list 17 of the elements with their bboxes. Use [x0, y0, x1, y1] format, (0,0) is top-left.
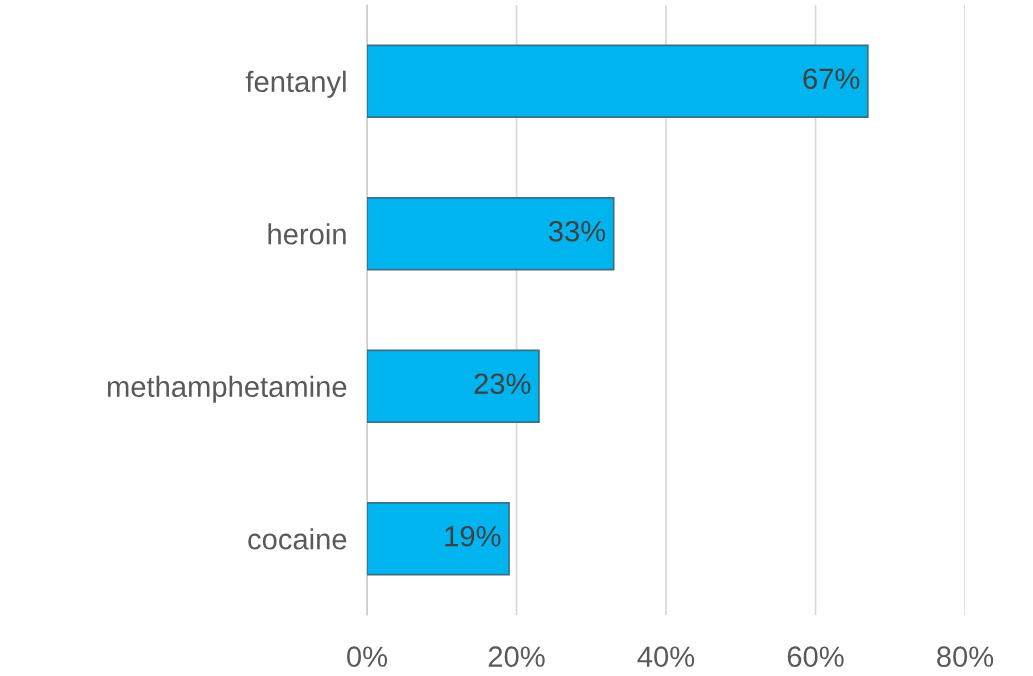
data-label: 67% [803, 68, 860, 90]
bar [367, 197, 615, 271]
y-tick-label: fentanyl [245, 70, 346, 98]
y-tick-label: methamphetamine [107, 375, 347, 403]
x-tick-label: 20% [488, 646, 545, 667]
x-tick-label: 60% [787, 646, 844, 667]
bar [367, 44, 869, 118]
data-label: 23% [474, 373, 531, 395]
y-tick-label: heroin [268, 223, 346, 245]
bar [367, 502, 510, 576]
y-tick-label: cocaine [248, 528, 347, 550]
x-tick-label: 80% [937, 646, 994, 667]
x-tick-label: 0% [347, 646, 388, 667]
x-tick-label: 40% [637, 646, 695, 667]
data-label: 19% [445, 525, 501, 547]
bar [367, 349, 540, 423]
data-label: 33% [548, 220, 606, 242]
